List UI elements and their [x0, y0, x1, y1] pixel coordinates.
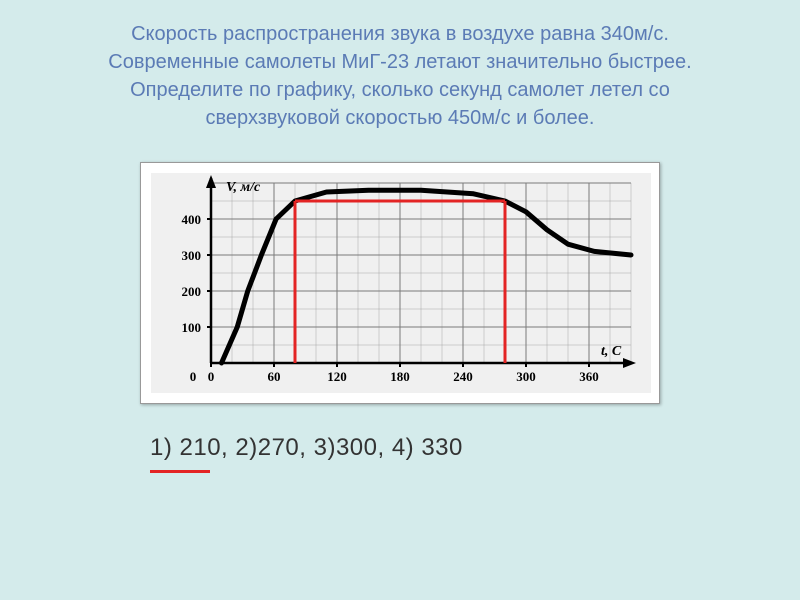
title-line: Скорость распространения звука в воздухе… — [30, 20, 770, 48]
title-line: Современные самолеты МиГ-23 летают значи… — [30, 48, 770, 76]
svg-text:120: 120 — [327, 369, 347, 384]
svg-text:0: 0 — [190, 369, 197, 384]
answer-options: 1) 210, 2)270, 3)300, 4) 330 — [150, 434, 770, 462]
svg-text:300: 300 — [182, 248, 202, 263]
svg-text:240: 240 — [453, 369, 473, 384]
title-line: сверхзвуковой скоростью 450м/с и более. — [30, 104, 770, 132]
problem-title: Скорость распространения звука в воздухе… — [30, 20, 770, 132]
svg-text:180: 180 — [390, 369, 410, 384]
svg-text:100: 100 — [182, 320, 202, 335]
svg-text:300: 300 — [516, 369, 536, 384]
chart: 0 60 120 180 240 300 360 100 200 300 400 0 V, м/с t, … — [151, 173, 651, 393]
svg-text:60: 60 — [268, 369, 281, 384]
answer-underline — [150, 470, 210, 473]
svg-text:200: 200 — [182, 284, 202, 299]
svg-text:V, м/с: V, м/с — [226, 180, 261, 195]
svg-text:0: 0 — [208, 369, 215, 384]
svg-text:t, C: t, C — [601, 344, 622, 359]
chart-container: 0 60 120 180 240 300 360 100 200 300 400 0 V, м/с t, … — [140, 162, 660, 404]
title-line: Определите по графику, сколько секунд са… — [30, 76, 770, 104]
svg-text:400: 400 — [182, 212, 202, 227]
svg-text:360: 360 — [579, 369, 599, 384]
